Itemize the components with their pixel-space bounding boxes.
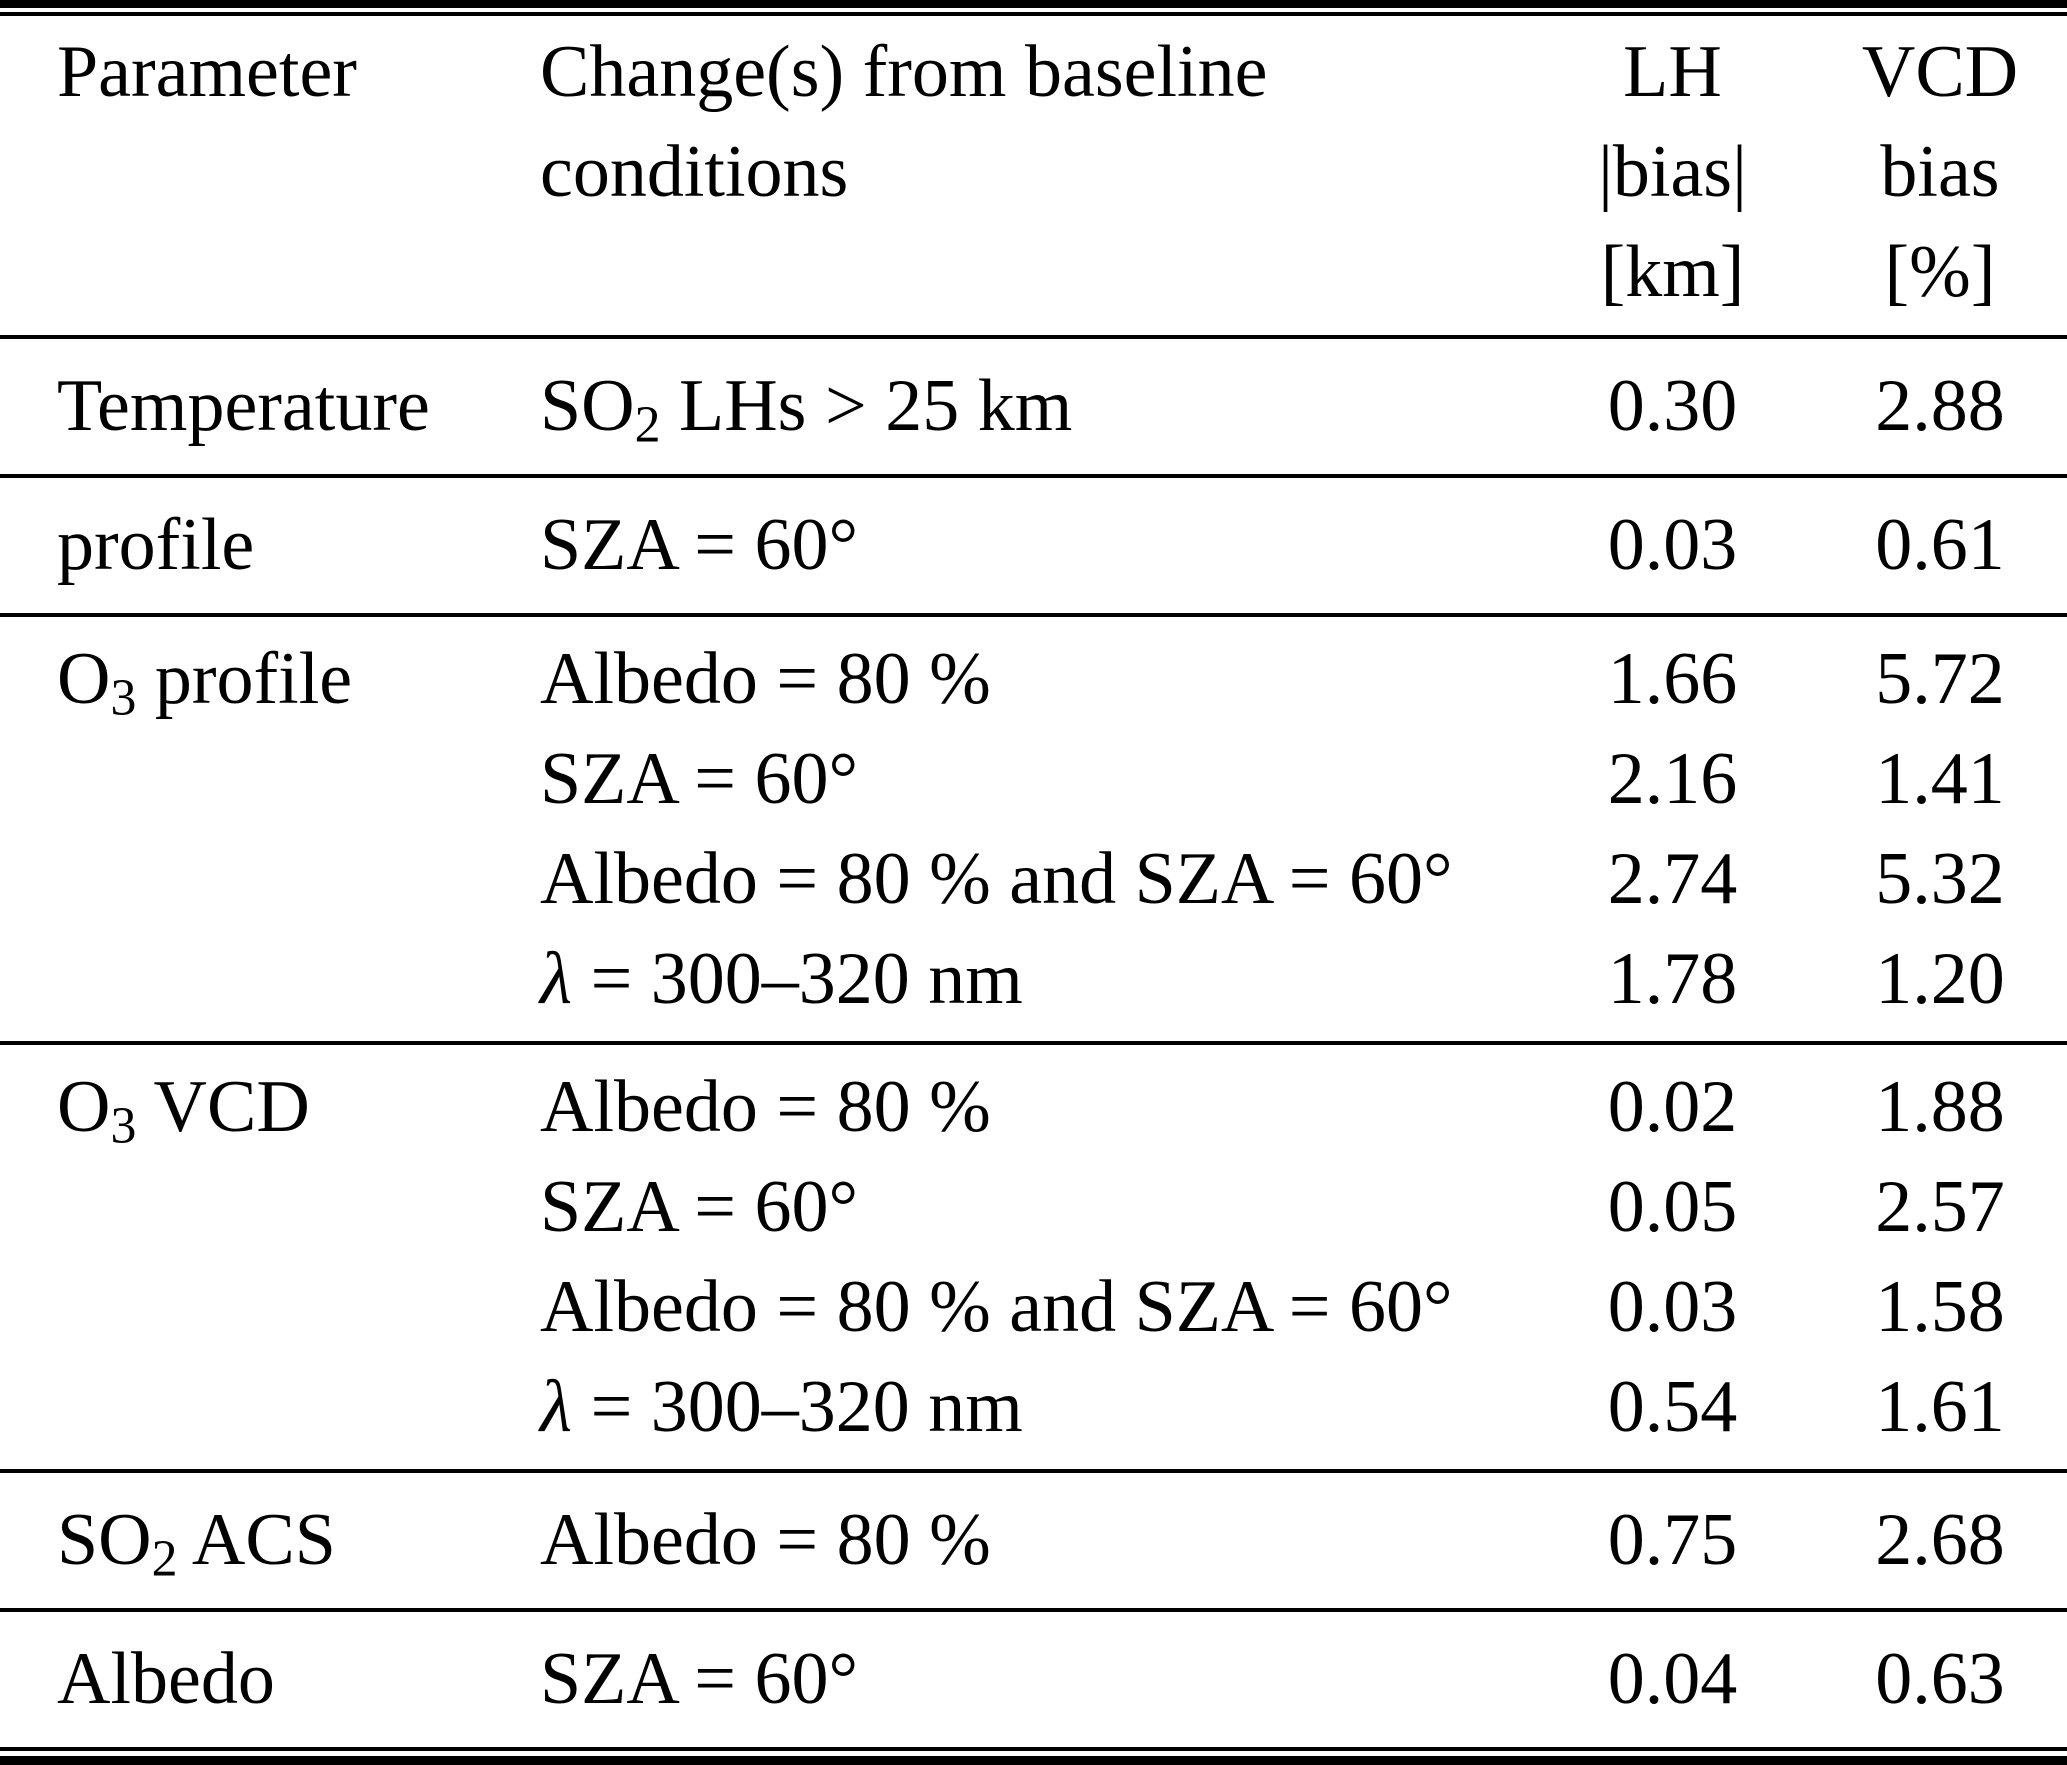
parameter-cell: O3 VCD <box>0 1057 483 1457</box>
lh-bias-cell: 0.75 <box>1570 1490 1775 1590</box>
parameter-cell: O3 profile <box>0 629 483 1029</box>
condition-line: Albedo = 80 % <box>540 1499 991 1581</box>
condition-line: Albedo = 80 % and SZA = 60° <box>540 1266 1453 1348</box>
vcd-value: 2.88 <box>1875 365 2005 447</box>
lh-value: 2.16 <box>1607 738 1738 820</box>
vcd-value: 1.41 <box>1875 738 2005 820</box>
parameter-text: O3 VCD <box>57 1066 310 1155</box>
condition-line: SO2 LHs > 25 km <box>540 365 1073 454</box>
condition-cell: SZA = 60° <box>483 1629 1570 1729</box>
lh-value: 0.02 <box>1607 1066 1738 1148</box>
header-changes: Change(s) from baseline conditions <box>483 22 1570 322</box>
vcd-value: 1.61 <box>1875 1366 2005 1448</box>
condition-line: SZA = 60° <box>540 1638 859 1720</box>
lh-value: 0.54 <box>1607 1366 1738 1448</box>
vcd-bias-cell: 5.72 1.41 5.32 1.20 <box>1775 629 2067 1029</box>
parameter-text: O3 profile <box>57 638 353 727</box>
header-lh-line3: [km] <box>1600 231 1745 313</box>
vcd-value: 0.63 <box>1875 1638 2005 1720</box>
header-lh-line1: LH <box>1623 31 1722 113</box>
parameter-cell: Albedo <box>0 1629 483 1729</box>
parameter-text: Albedo <box>57 1638 275 1720</box>
parameter-text: Temperature <box>57 365 430 447</box>
condition-cell: SZA = 60° <box>483 495 1570 595</box>
vcd-value: 1.20 <box>1875 938 2005 1020</box>
header-changes-line2: conditions <box>540 131 849 213</box>
condition-line: Albedo = 80 % <box>540 638 991 720</box>
condition-cell: Albedo = 80 % <box>483 1490 1570 1590</box>
parameter-text: SO2 ACS <box>57 1499 336 1588</box>
header-parameter: Parameter <box>0 22 483 322</box>
lh-value: 0.03 <box>1607 504 1738 586</box>
lh-bias-cell: 0.02 0.05 0.03 0.54 <box>1570 1057 1775 1457</box>
vcd-bias-cell: 2.88 <box>1775 356 2067 456</box>
header-changes-line1: Change(s) from baseline <box>540 31 1268 113</box>
vcd-value: 1.58 <box>1875 1266 2005 1348</box>
lh-bias-cell: 0.30 <box>1570 356 1775 456</box>
header-vcd-bias: VCD bias [%] <box>1775 22 2067 322</box>
table-section-o3-vcd: O3 VCD Albedo = 80 % SZA = 60° Albedo = … <box>0 1041 2067 1469</box>
parameter-cell: SO2 ACS <box>0 1490 483 1590</box>
header-vcd-line3: [%] <box>1884 231 1996 313</box>
vcd-value: 5.32 <box>1875 838 2005 920</box>
vcd-value: 5.72 <box>1875 638 2005 720</box>
condition-line: λ = 300–320 nm <box>540 938 1023 1020</box>
lh-value: 0.75 <box>1607 1499 1738 1581</box>
condition-line: SZA = 60° <box>540 1166 859 1248</box>
header-parameter-label: Parameter <box>57 31 357 113</box>
vcd-value: 0.61 <box>1875 504 2005 586</box>
vcd-value: 2.68 <box>1875 1499 2005 1581</box>
table-section-profile: profile SZA = 60° 0.03 0.61 <box>0 474 2067 613</box>
table-header-row: Parameter Change(s) from baseline condit… <box>0 16 2067 335</box>
header-vcd-line1: VCD <box>1861 31 2019 113</box>
vcd-value: 2.57 <box>1875 1166 2005 1248</box>
parameter-text: profile <box>57 504 255 586</box>
lh-bias-cell: 0.03 <box>1570 495 1775 595</box>
condition-line: SZA = 60° <box>540 738 859 820</box>
condition-line: SZA = 60° <box>540 504 859 586</box>
condition-line: Albedo = 80 % and SZA = 60° <box>540 838 1453 920</box>
lh-value: 0.03 <box>1607 1266 1738 1348</box>
bias-table-body: Parameter Change(s) from baseline condit… <box>0 12 2067 1751</box>
vcd-value: 1.88 <box>1875 1066 2005 1148</box>
table-section-temperature: Temperature SO2 LHs > 25 km 0.30 2.88 <box>0 335 2067 474</box>
header-lh-line2: |bias| <box>1598 131 1747 213</box>
lh-value: 0.04 <box>1607 1638 1738 1720</box>
parameter-cell: profile <box>0 495 483 595</box>
lh-value: 1.66 <box>1607 638 1738 720</box>
table-section-so2-acs: SO2 ACS Albedo = 80 % 0.75 2.68 <box>0 1469 2067 1608</box>
vcd-bias-cell: 0.61 <box>1775 495 2067 595</box>
condition-cell: SO2 LHs > 25 km <box>483 356 1570 456</box>
lh-value: 0.30 <box>1607 365 1738 447</box>
lh-bias-cell: 1.66 2.16 2.74 1.78 <box>1570 629 1775 1029</box>
condition-cell: Albedo = 80 % SZA = 60° Albedo = 80 % an… <box>483 1057 1570 1457</box>
lh-bias-cell: 0.04 <box>1570 1629 1775 1729</box>
table-section-albedo: Albedo SZA = 60° 0.04 0.63 <box>0 1608 2067 1747</box>
table-section-o3-profile: O3 profile Albedo = 80 % SZA = 60° Albed… <box>0 613 2067 1041</box>
header-lh-bias: LH |bias| [km] <box>1570 22 1775 322</box>
parameter-cell: Temperature <box>0 356 483 456</box>
lh-value: 0.05 <box>1607 1166 1738 1248</box>
condition-line: Albedo = 80 % <box>540 1066 991 1148</box>
header-vcd-line2: bias <box>1880 131 2000 213</box>
vcd-bias-cell: 2.68 <box>1775 1490 2067 1590</box>
condition-cell: Albedo = 80 % SZA = 60° Albedo = 80 % an… <box>483 629 1570 1029</box>
vcd-bias-cell: 0.63 <box>1775 1629 2067 1729</box>
lh-value: 1.78 <box>1607 938 1738 1020</box>
lh-value: 2.74 <box>1607 838 1738 920</box>
condition-line: λ = 300–320 nm <box>540 1366 1023 1448</box>
vcd-bias-cell: 1.88 2.57 1.58 1.61 <box>1775 1057 2067 1457</box>
